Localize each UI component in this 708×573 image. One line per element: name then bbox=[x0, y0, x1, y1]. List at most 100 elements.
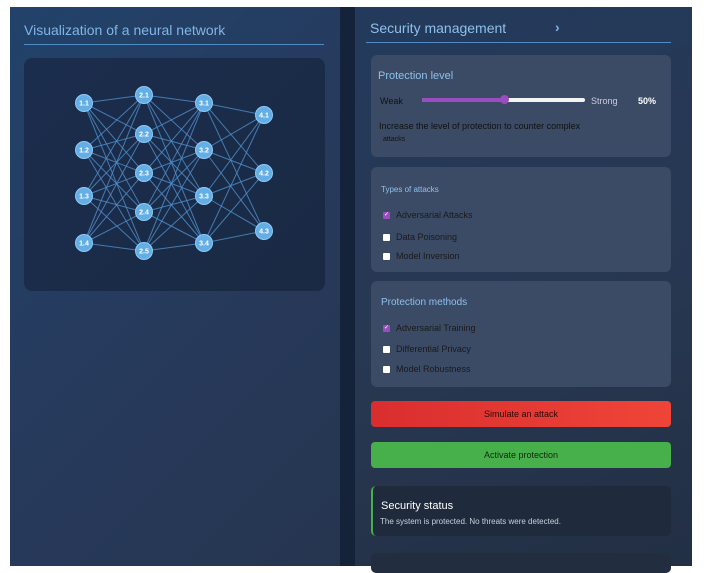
connection bbox=[203, 172, 265, 244]
neuron[interactable]: 2.4 bbox=[135, 203, 153, 221]
neuron-label: 3.1 bbox=[199, 101, 209, 108]
connection bbox=[203, 114, 265, 197]
checkbox[interactable] bbox=[383, 345, 390, 353]
connection bbox=[83, 172, 145, 244]
checkbox-item[interactable]: Model Inversion bbox=[383, 251, 460, 261]
neuron[interactable]: 3.4 bbox=[195, 234, 213, 252]
connection bbox=[83, 94, 145, 151]
neuron[interactable]: 1.4 bbox=[75, 234, 93, 252]
neuron-label: 1.1 bbox=[79, 101, 89, 108]
strong-label: Strong bbox=[591, 96, 618, 106]
checkbox-label: Adversarial Attacks bbox=[396, 210, 473, 220]
connection bbox=[143, 149, 205, 174]
neuron[interactable]: 2.2 bbox=[135, 125, 153, 143]
connection bbox=[143, 102, 205, 174]
connection bbox=[83, 149, 145, 252]
neuron-label: 2.1 bbox=[139, 93, 149, 100]
checkbox-label: Model Inversion bbox=[396, 251, 460, 261]
neuron-label: 2.3 bbox=[139, 171, 149, 178]
checkbox-item[interactable]: Differential Privacy bbox=[383, 344, 471, 354]
connection bbox=[143, 133, 205, 197]
checkbox-label: Data Poisoning bbox=[396, 232, 458, 242]
checkbox[interactable] bbox=[383, 233, 390, 241]
connection bbox=[143, 94, 205, 197]
connection bbox=[143, 102, 205, 252]
neuron[interactable]: 2.3 bbox=[135, 164, 153, 182]
attack-types-card: Types of attacks Adversarial Attacks Data… bbox=[371, 167, 671, 272]
neuron-label: 3.2 bbox=[199, 148, 209, 155]
protection-slider[interactable] bbox=[422, 95, 585, 104]
neuron[interactable]: 2.5 bbox=[135, 242, 153, 260]
connection bbox=[143, 211, 205, 244]
status-text: The system is protected. No threats were… bbox=[380, 517, 561, 526]
neuron-label: 4.2 bbox=[259, 171, 269, 178]
neuron-label: 1.2 bbox=[79, 148, 89, 155]
connection bbox=[143, 172, 205, 244]
neuron-label: 3.3 bbox=[199, 194, 209, 201]
slider-thumb[interactable] bbox=[499, 95, 509, 104]
connection bbox=[83, 102, 145, 174]
connection bbox=[83, 149, 145, 213]
connection bbox=[203, 195, 265, 232]
checkbox[interactable] bbox=[383, 324, 390, 332]
protection-level-card: Protection level Weak Strong 50% Increas… bbox=[371, 55, 671, 157]
connection bbox=[203, 172, 265, 197]
checkbox[interactable] bbox=[383, 365, 390, 373]
neuron-label: 2.4 bbox=[139, 210, 149, 217]
neuron-label: 2.5 bbox=[139, 249, 149, 256]
security-panel: Security management › Protection level W… bbox=[355, 7, 692, 573]
neuron[interactable]: 1.3 bbox=[75, 187, 93, 205]
connection bbox=[83, 172, 145, 197]
security-status-card: Security status The system is protected.… bbox=[371, 486, 671, 536]
checkbox[interactable] bbox=[383, 211, 390, 219]
connection bbox=[83, 94, 145, 104]
neuron[interactable]: 3.3 bbox=[195, 187, 213, 205]
connection bbox=[83, 102, 145, 135]
connection bbox=[143, 102, 205, 213]
protection-hint-cont: attacks bbox=[383, 136, 406, 143]
connection bbox=[83, 211, 145, 244]
connection bbox=[143, 94, 205, 151]
neuron-label: 3.4 bbox=[199, 241, 209, 248]
connection bbox=[203, 102, 265, 174]
chevron-right-icon: › bbox=[555, 19, 560, 35]
checkbox-label: Model Robustness bbox=[396, 364, 471, 374]
neuron[interactable]: 1.2 bbox=[75, 141, 93, 159]
neuron-label: 2.2 bbox=[139, 132, 149, 139]
log-card bbox=[371, 553, 671, 573]
checkbox-item[interactable]: Adversarial Training bbox=[383, 323, 476, 333]
connection bbox=[83, 94, 145, 197]
card-title: Types of attacks bbox=[381, 185, 439, 194]
connection bbox=[83, 94, 145, 244]
panel-title: Visualization of a neural network bbox=[24, 22, 226, 38]
connection bbox=[203, 230, 265, 244]
neuron[interactable]: 3.1 bbox=[195, 94, 213, 112]
connection bbox=[83, 102, 145, 213]
activate-protection-button[interactable]: Activate protection bbox=[371, 442, 671, 468]
simulate-attack-button[interactable]: Simulate an attack bbox=[371, 401, 671, 427]
checkbox-item[interactable]: Data Poisoning bbox=[383, 232, 457, 242]
neuron-label: 1.3 bbox=[79, 194, 89, 201]
connection bbox=[83, 102, 145, 252]
status-title: Security status bbox=[381, 500, 454, 512]
connection bbox=[143, 133, 205, 151]
checkbox[interactable] bbox=[383, 252, 390, 260]
connection bbox=[203, 114, 265, 151]
checkbox-item[interactable]: Adversarial Attacks bbox=[383, 210, 473, 220]
neuron[interactable]: 4.3 bbox=[255, 222, 273, 240]
checkbox-item[interactable]: Model Robustness bbox=[383, 364, 471, 374]
neuron[interactable]: 3.2 bbox=[195, 141, 213, 159]
neuron-label: 4.1 bbox=[259, 113, 269, 120]
connection bbox=[83, 195, 145, 252]
neuron-label: 1.4 bbox=[79, 241, 89, 248]
connection bbox=[203, 114, 265, 244]
connection bbox=[143, 149, 205, 213]
neuron[interactable]: 4.2 bbox=[255, 164, 273, 182]
connection bbox=[143, 242, 205, 252]
network-visualization: 1.1 1.2 1.3 1.4 2.1 2.2 2.3 2.4 2.5 3.1 3.2 3.3 3.4 4… bbox=[24, 58, 325, 291]
neuron[interactable]: 2.1 bbox=[135, 86, 153, 104]
neuron[interactable]: 1.1 bbox=[75, 94, 93, 112]
connection bbox=[143, 94, 205, 244]
checkbox-label: Adversarial Training bbox=[396, 323, 476, 333]
neuron[interactable]: 4.1 bbox=[255, 106, 273, 124]
